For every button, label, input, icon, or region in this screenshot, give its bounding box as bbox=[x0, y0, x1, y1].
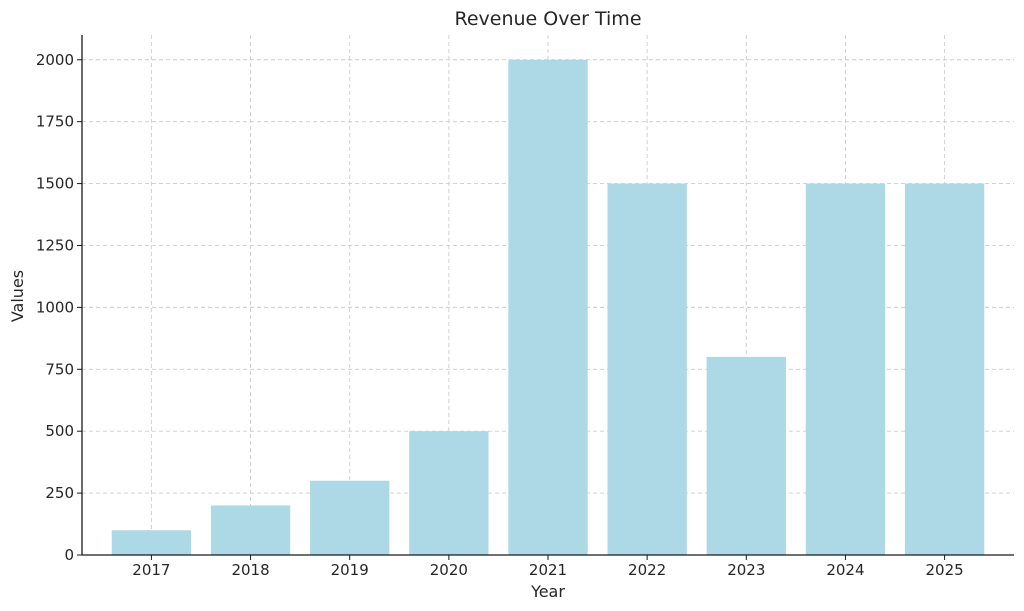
y-axis-label: Values bbox=[8, 270, 27, 322]
y-tick-label-1750: 1750 bbox=[36, 113, 74, 131]
x-tick-label-2022: 2022 bbox=[628, 561, 666, 579]
ticks-layer: 0 250 500 750 1000 1250 1500 1750 2000 2017 2018 20… bbox=[36, 51, 964, 579]
x-tick-label-2023: 2023 bbox=[727, 561, 765, 579]
y-tick-label-1250: 1250 bbox=[36, 236, 74, 254]
y-tick-label-250: 250 bbox=[45, 484, 74, 502]
bar-2017 bbox=[111, 530, 192, 555]
bar-2019 bbox=[310, 480, 390, 555]
x-tick-label-2020: 2020 bbox=[430, 561, 468, 579]
y-tick-label-0: 0 bbox=[64, 546, 74, 564]
bar-2022 bbox=[607, 183, 687, 556]
x-tick-label-2017: 2017 bbox=[132, 561, 170, 579]
y-tick-label-1000: 1000 bbox=[36, 298, 74, 316]
bar-2021 bbox=[508, 59, 588, 556]
bar-2018 bbox=[210, 505, 291, 555]
x-tick-label-2018: 2018 bbox=[231, 561, 269, 579]
bar-2023 bbox=[706, 356, 786, 555]
bars-layer bbox=[111, 59, 985, 556]
x-axis-label: Year bbox=[530, 582, 565, 601]
x-tick-label-2024: 2024 bbox=[826, 561, 864, 579]
y-tick-label-500: 500 bbox=[45, 422, 74, 440]
x-tick-label-2021: 2021 bbox=[529, 561, 567, 579]
bar-2025 bbox=[904, 183, 985, 556]
x-tick-label-2025: 2025 bbox=[926, 561, 964, 579]
y-tick-label-750: 750 bbox=[45, 360, 74, 378]
bar-2024 bbox=[805, 183, 886, 556]
chart-title: Revenue Over Time bbox=[454, 8, 641, 30]
x-tick-label-2019: 2019 bbox=[331, 561, 369, 579]
y-tick-label-2000: 2000 bbox=[36, 51, 74, 69]
bar-2020 bbox=[409, 431, 489, 555]
y-tick-label-1500: 1500 bbox=[36, 175, 74, 193]
